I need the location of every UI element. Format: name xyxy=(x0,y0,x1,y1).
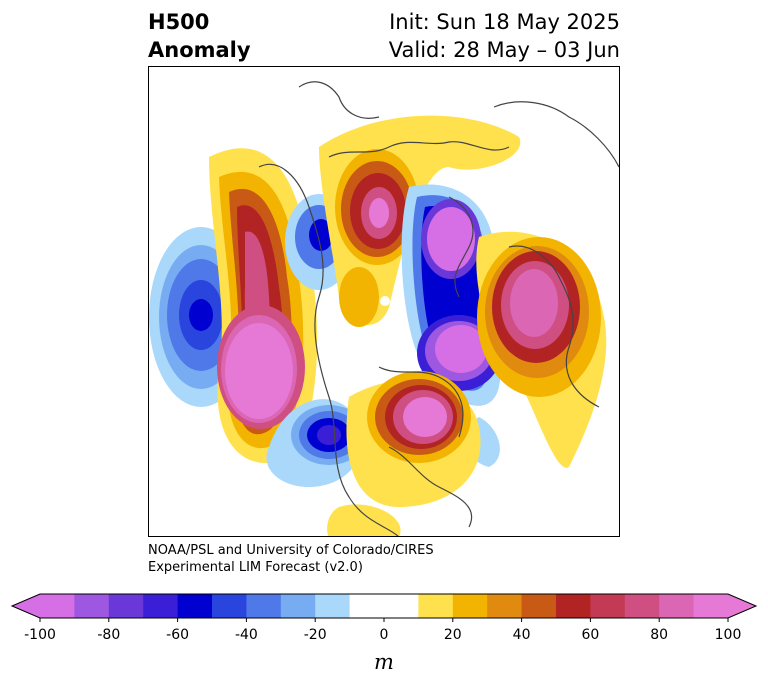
anomaly-map xyxy=(148,66,620,537)
title-variable: H500 xyxy=(148,10,210,34)
colorbar-bin xyxy=(487,594,523,618)
colorbar-bin xyxy=(212,594,247,618)
colorbar-unit: m xyxy=(374,650,394,674)
us-east-positive-anomaly xyxy=(327,371,481,536)
title-anomaly: Anomaly xyxy=(148,38,251,62)
colorbar-bin xyxy=(40,594,75,618)
init-date: Init: Sun 18 May 2025 xyxy=(389,10,620,34)
arctic-positive-anomaly xyxy=(319,115,521,327)
colorbar-bin xyxy=(624,594,660,618)
colorbar-bin xyxy=(384,594,419,618)
colorbar xyxy=(10,593,758,622)
map-title: H500 Anomaly xyxy=(148,8,251,64)
colorbar-tick-label: -100 xyxy=(24,627,56,643)
coastlines xyxy=(258,81,619,536)
colorbar-bin xyxy=(315,594,351,618)
colorbar-under-extend xyxy=(12,594,40,618)
map-canvas xyxy=(149,81,619,536)
colorbar-ticks: -100 -80 -60 -40 -20 0 20 40 60 80 100 xyxy=(0,627,768,647)
colorbar-bin xyxy=(693,594,729,618)
colorbar-bin xyxy=(143,594,179,618)
credit-line-1: NOAA/PSL and University of Colorado/CIRE… xyxy=(148,543,434,558)
colorbar-bin xyxy=(108,594,144,618)
colorbar-tick-label: 100 xyxy=(714,627,742,643)
europe-positive-anomaly xyxy=(476,231,607,468)
colorbar-bin xyxy=(590,594,626,618)
colorbar-tick-label: -80 xyxy=(97,627,121,643)
colorbar-tick-label: -20 xyxy=(303,627,327,643)
colorbar-bin xyxy=(177,594,213,618)
colorbar-bin xyxy=(521,594,557,618)
forecast-dates: Init: Sun 18 May 2025 Valid: 28 May – 03… xyxy=(389,8,620,64)
colorbar-bin xyxy=(556,594,591,618)
colorbar-bin xyxy=(349,594,385,618)
colorbar-bin xyxy=(280,594,316,618)
central-negative-anomaly xyxy=(401,184,504,406)
colorbar-bin xyxy=(659,594,695,618)
colorbar-over-extend xyxy=(728,594,756,618)
colorbar-tick-label: 40 xyxy=(512,627,531,643)
colorbar-bin xyxy=(74,594,110,618)
valid-dates: Valid: 28 May – 03 Jun xyxy=(388,38,620,62)
credit-line-2: Experimental LIM Forecast (v2.0) xyxy=(148,560,363,575)
colorbar-tick-label: -40 xyxy=(234,627,258,643)
colorbar-tick-label: 60 xyxy=(581,627,600,643)
pacific-positive-anomaly xyxy=(209,148,318,463)
colorbar-bin xyxy=(246,594,282,618)
colorbar-bin xyxy=(418,594,454,618)
colorbar-tick-label: 0 xyxy=(379,627,389,643)
colorbar-tick-label: 20 xyxy=(443,627,462,643)
data-credit: NOAA/PSL and University of Colorado/CIRE… xyxy=(148,542,434,576)
colorbar-bin xyxy=(452,594,488,618)
colorbar-tick-label: -60 xyxy=(166,627,190,643)
colorbar-tick-label: 80 xyxy=(650,627,669,643)
